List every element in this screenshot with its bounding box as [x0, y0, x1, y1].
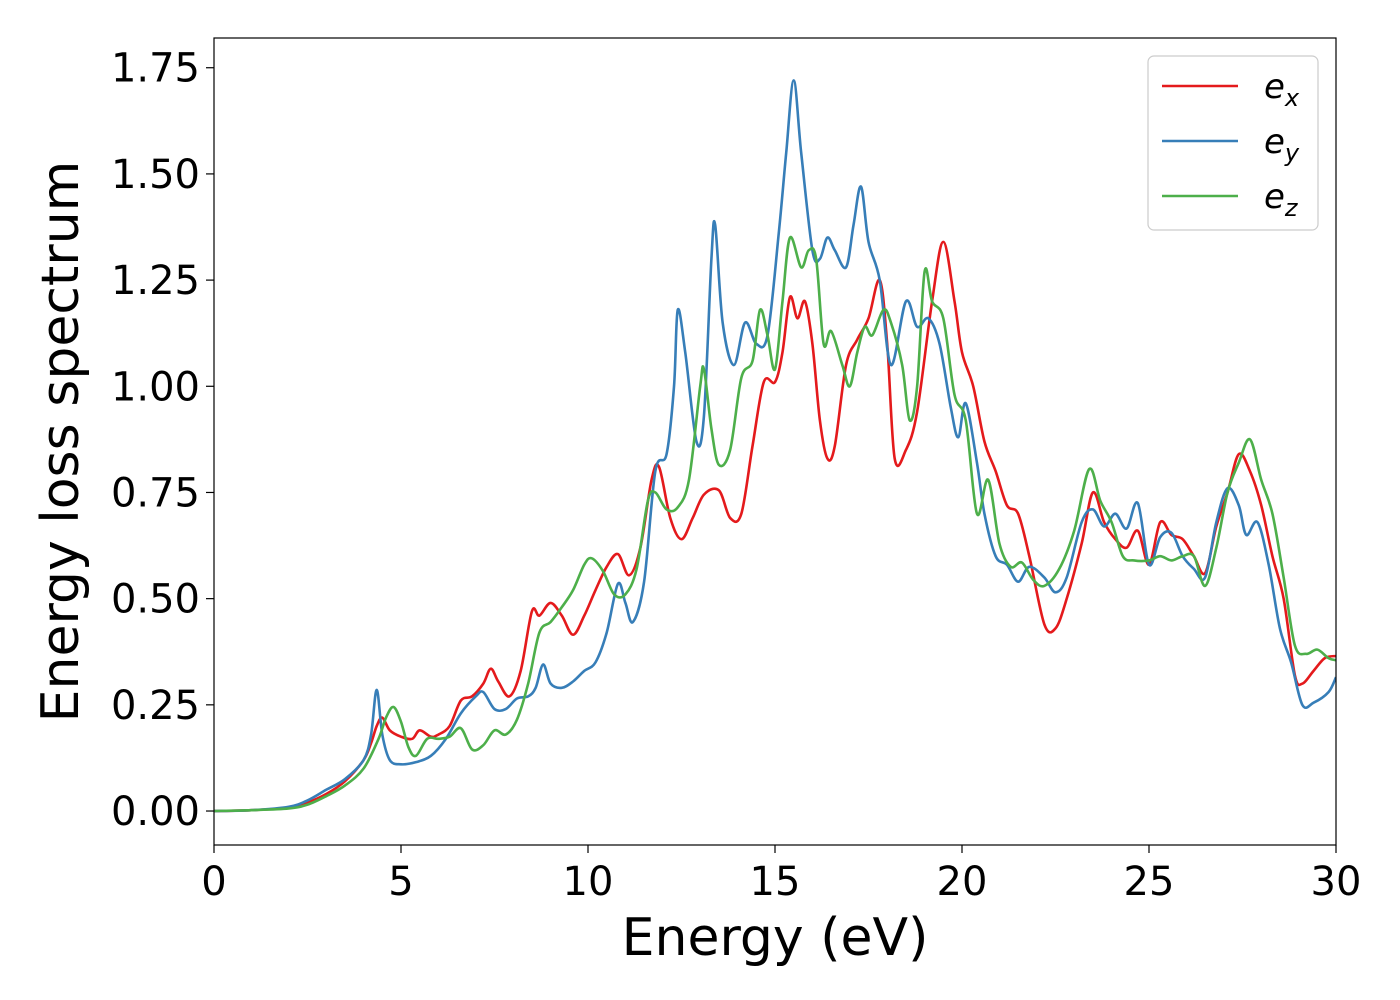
y-tick-label: 0.25	[111, 683, 200, 729]
y-tick-label: 1.25	[111, 258, 200, 304]
y-tick-label: 0.00	[111, 789, 200, 835]
x-axis-label: Energy (eV)	[622, 908, 929, 968]
series-line-x	[214, 240, 1336, 813]
x-tick-label: 30	[1311, 859, 1362, 905]
y-axis-label: Energy loss spectrum	[31, 161, 91, 723]
x-tick-label: 20	[937, 859, 988, 905]
y-axis-ticks: 0.00 0.25 0.50 0.75 1.00 1.25 1.50 1.75	[111, 46, 214, 835]
y-tick-label: 1.50	[111, 152, 200, 198]
y-tick-label: 1.75	[111, 46, 200, 92]
legend-box	[1147, 55, 1319, 231]
y-tick-label: 0.75	[111, 470, 200, 516]
series-line-z	[214, 235, 1336, 813]
plot-lines	[214, 79, 1336, 813]
x-tick-label: 0	[201, 859, 226, 905]
x-tick-label: 5	[388, 859, 413, 905]
x-tick-label: 15	[750, 859, 801, 905]
y-tick-label: 0.50	[111, 577, 200, 623]
y-tick-label: 1.00	[111, 364, 200, 410]
x-axis-ticks: 0 5 10 15 20 25 30	[201, 845, 1361, 905]
x-tick-label: 10	[563, 859, 614, 905]
x-tick-label: 25	[1124, 859, 1175, 905]
